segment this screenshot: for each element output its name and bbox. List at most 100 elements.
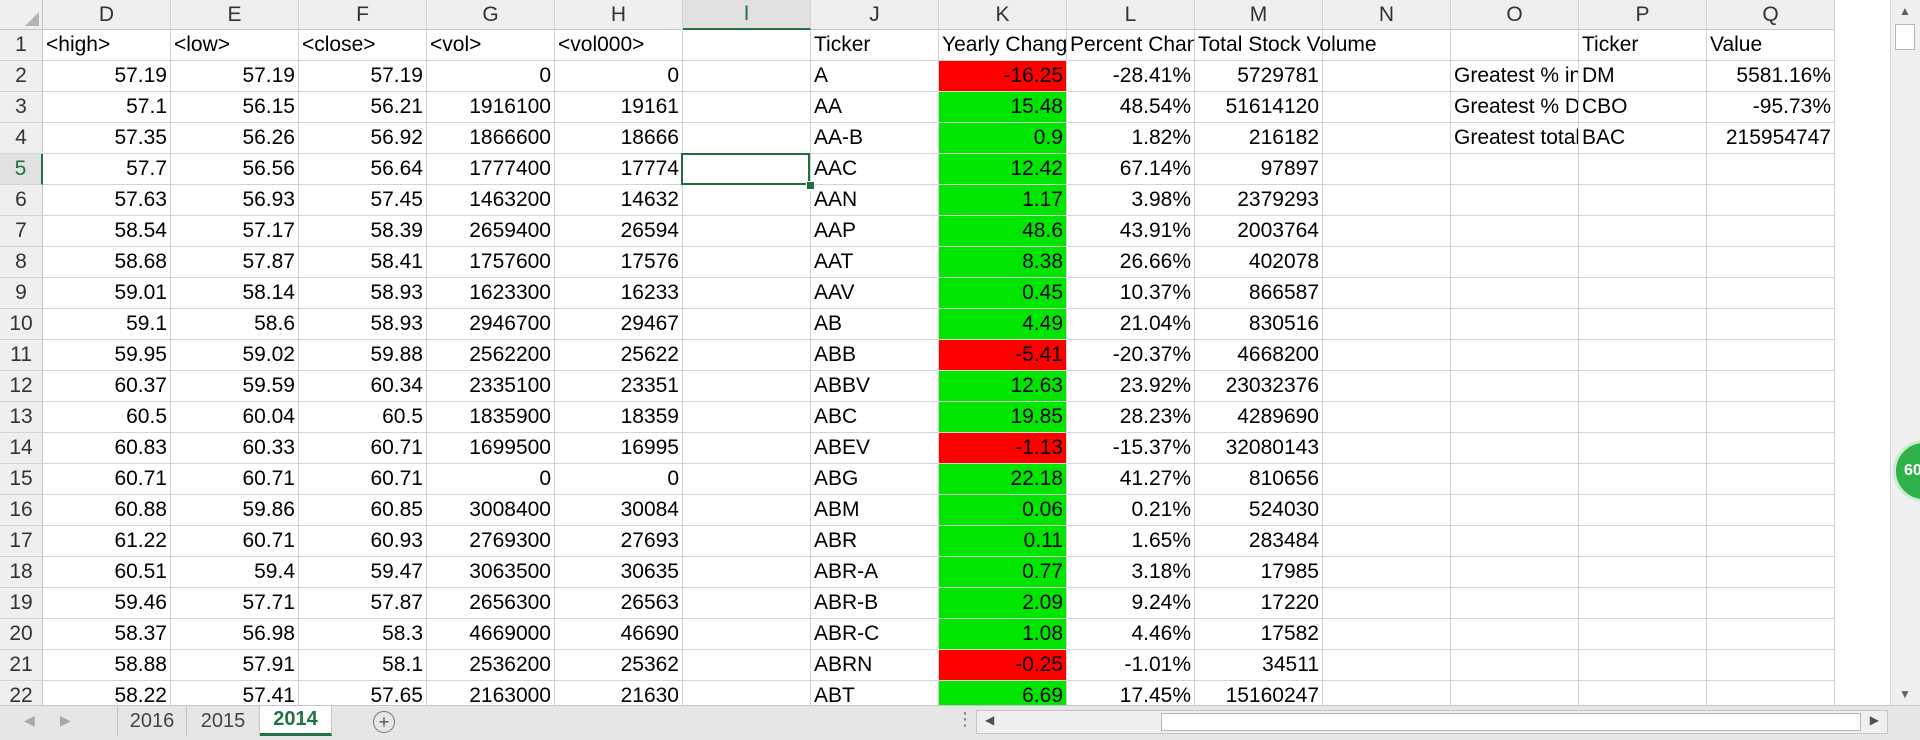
cell-d13[interactable]: 60.5 [43,402,171,433]
cell-i14[interactable] [683,433,811,464]
cell-f8[interactable]: 58.41 [299,247,427,278]
cell-g21[interactable]: 2536200 [427,650,555,681]
cell-j1[interactable]: Ticker [811,30,939,61]
cell-i7[interactable] [683,216,811,247]
cell-j8[interactable]: AAT [811,247,939,278]
cell-j20[interactable]: ABR-C [811,619,939,650]
cell-f19[interactable]: 57.87 [299,588,427,619]
cell-j18[interactable]: ABR-A [811,557,939,588]
cell-q3[interactable]: -95.73% [1707,92,1835,123]
cell-l4[interactable]: 1.82% [1067,123,1195,154]
row-header[interactable]: 17 [0,526,43,557]
cell-j17[interactable]: ABR [811,526,939,557]
cell-m22[interactable]: 15160247 [1195,681,1323,705]
cell-p10[interactable] [1579,309,1707,340]
cell-g1[interactable]: <vol> [427,30,555,61]
cell-q8[interactable] [1707,247,1835,278]
column-header-h[interactable]: H [555,0,683,30]
cell-f3[interactable]: 56.21 [299,92,427,123]
cell-n2[interactable] [1323,61,1451,92]
cell-g3[interactable]: 1916100 [427,92,555,123]
vertical-scroll-thumb[interactable] [1895,24,1915,50]
fill-handle[interactable] [806,181,815,190]
cell-i16[interactable] [683,495,811,526]
cell-k2[interactable]: -16.25 [939,61,1067,92]
cell-j2[interactable]: A [811,61,939,92]
cell-n9[interactable] [1323,278,1451,309]
cell-o22[interactable] [1451,681,1579,705]
cell-q10[interactable] [1707,309,1835,340]
cell-k21[interactable]: -0.25 [939,650,1067,681]
cell-g6[interactable]: 1463200 [427,185,555,216]
cell-h9[interactable]: 16233 [555,278,683,309]
cell-n15[interactable] [1323,464,1451,495]
cell-m11[interactable]: 4668200 [1195,340,1323,371]
cell-m9[interactable]: 866587 [1195,278,1323,309]
cell-g9[interactable]: 1623300 [427,278,555,309]
cell-m19[interactable]: 17220 [1195,588,1323,619]
cell-d2[interactable]: 57.19 [43,61,171,92]
cell-q2[interactable]: 5581.16% [1707,61,1835,92]
tab-prev-icon[interactable]: ◀ [24,712,35,728]
cell-l12[interactable]: 23.92% [1067,371,1195,402]
cell-k16[interactable]: 0.06 [939,495,1067,526]
cell-i10[interactable] [683,309,811,340]
cell-o16[interactable] [1451,495,1579,526]
cell-h15[interactable]: 0 [555,464,683,495]
cell-g20[interactable]: 4669000 [427,619,555,650]
scroll-left-icon[interactable]: ◀ [985,713,995,727]
cell-m6[interactable]: 2379293 [1195,185,1323,216]
cell-p9[interactable] [1579,278,1707,309]
cell-e14[interactable]: 60.33 [171,433,299,464]
cell-l15[interactable]: 41.27% [1067,464,1195,495]
cell-f11[interactable]: 59.88 [299,340,427,371]
cell-h14[interactable]: 16995 [555,433,683,464]
cell-m15[interactable]: 810656 [1195,464,1323,495]
cell-l19[interactable]: 9.24% [1067,588,1195,619]
cell-f18[interactable]: 59.47 [299,557,427,588]
row-header[interactable]: 9 [0,278,43,309]
cell-g2[interactable]: 0 [427,61,555,92]
cell-q1[interactable]: Value [1707,30,1835,61]
cell-l9[interactable]: 10.37% [1067,278,1195,309]
cell-n21[interactable] [1323,650,1451,681]
cell-o4[interactable]: Greatest total volume [1451,123,1579,154]
row-header[interactable]: 15 [0,464,43,495]
row-header[interactable]: 18 [0,557,43,588]
row-header[interactable]: 19 [0,588,43,619]
row-header[interactable]: 3 [0,92,43,123]
cell-p17[interactable] [1579,526,1707,557]
cell-o13[interactable] [1451,402,1579,433]
cell-l3[interactable]: 48.54% [1067,92,1195,123]
cell-j12[interactable]: ABBV [811,371,939,402]
cell-o7[interactable] [1451,216,1579,247]
cell-p21[interactable] [1579,650,1707,681]
cell-m12[interactable]: 23032376 [1195,371,1323,402]
cell-e12[interactable]: 59.59 [171,371,299,402]
tab-next-icon[interactable]: ▶ [60,712,71,728]
cell-h10[interactable]: 29467 [555,309,683,340]
cell-l13[interactable]: 28.23% [1067,402,1195,433]
cell-k12[interactable]: 12.63 [939,371,1067,402]
cell-m17[interactable]: 283484 [1195,526,1323,557]
cell-n16[interactable] [1323,495,1451,526]
cell-e19[interactable]: 57.71 [171,588,299,619]
cell-h2[interactable]: 0 [555,61,683,92]
row-header[interactable]: 2 [0,61,43,92]
cell-k3[interactable]: 15.48 [939,92,1067,123]
cell-d1[interactable]: <high> [43,30,171,61]
cell-n14[interactable] [1323,433,1451,464]
cell-e16[interactable]: 59.86 [171,495,299,526]
cell-g4[interactable]: 1866600 [427,123,555,154]
cell-d19[interactable]: 59.46 [43,588,171,619]
cell-f4[interactable]: 56.92 [299,123,427,154]
cell-p19[interactable] [1579,588,1707,619]
row-header[interactable]: 16 [0,495,43,526]
cell-j22[interactable]: ABT [811,681,939,705]
column-header-f[interactable]: F [299,0,427,30]
cell-q22[interactable] [1707,681,1835,705]
cell-o19[interactable] [1451,588,1579,619]
row-header[interactable]: 14 [0,433,43,464]
spreadsheet-grid[interactable]: D E F G H I J K L M N O P Q 1 <high> <low> <close> <vol> <v… [0,0,1890,705]
cell-l16[interactable]: 0.21% [1067,495,1195,526]
